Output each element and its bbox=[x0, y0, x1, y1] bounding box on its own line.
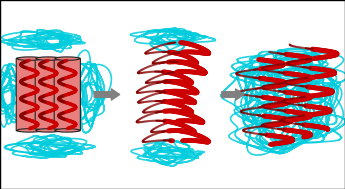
FancyBboxPatch shape bbox=[54, 58, 80, 131]
Ellipse shape bbox=[55, 129, 80, 132]
Ellipse shape bbox=[36, 129, 61, 132]
Ellipse shape bbox=[17, 129, 42, 132]
Ellipse shape bbox=[55, 57, 80, 60]
FancyArrowPatch shape bbox=[94, 89, 120, 100]
Ellipse shape bbox=[36, 57, 61, 60]
FancyArrowPatch shape bbox=[222, 89, 244, 100]
FancyBboxPatch shape bbox=[35, 58, 61, 131]
Ellipse shape bbox=[17, 57, 42, 60]
FancyBboxPatch shape bbox=[16, 58, 42, 131]
